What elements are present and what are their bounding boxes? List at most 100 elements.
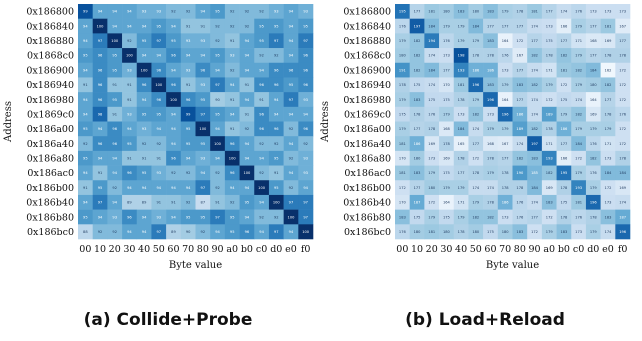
cell-value-label: 95 (259, 39, 264, 43)
cell-value-label: 183 (531, 157, 538, 161)
heatmap-cell (409, 4, 425, 19)
heatmap-cell (224, 18, 240, 34)
cell-value-label: 94 (156, 186, 161, 190)
cell-value-label: 183 (560, 230, 567, 234)
cell-value-label: 94 (215, 127, 220, 131)
cell-value-label: 172 (531, 230, 538, 234)
heatmap-cell (615, 77, 631, 93)
cell-value-label: 95 (201, 215, 206, 219)
y-tick-label: 0x1869c0 (344, 109, 391, 120)
heatmap-cell (239, 62, 255, 78)
cell-value-label: 97 (274, 230, 279, 234)
caption-load-reload: (b) Load+Reload (405, 310, 565, 330)
heatmap-cell (556, 194, 572, 210)
cell-value-label: 184 (619, 171, 627, 175)
cell-value-label: 193 (575, 186, 582, 190)
x-tick-label: 30 (440, 244, 452, 255)
heatmap-cell (395, 62, 410, 78)
heatmap-cell (92, 62, 108, 78)
cell-value-label: 96 (303, 127, 308, 131)
cell-value-label: 183 (487, 83, 494, 87)
heatmap-cell (585, 18, 601, 34)
x-tick-label: 80 (197, 244, 209, 255)
cell-value-label: 174 (472, 186, 480, 190)
heatmap-cell (468, 48, 484, 64)
heatmap-cell (136, 209, 152, 225)
heatmap-cell (527, 92, 543, 108)
cell-value-label: 92 (259, 142, 264, 146)
cell-value-label: 177 (546, 10, 553, 14)
cell-value-label: 174 (516, 142, 524, 146)
cell-value-label: 94 (303, 112, 308, 116)
heatmap-cell (283, 209, 299, 225)
cell-value-label: 95 (201, 98, 206, 102)
cell-value-label: 181 (458, 83, 465, 87)
cell-value-label: 172 (428, 201, 435, 205)
heatmap-cell (600, 121, 616, 137)
cell-value-label: 184 (531, 186, 539, 190)
cell-value-label: 96 (303, 68, 308, 72)
heatmap-cell (268, 33, 284, 49)
heatmap-cell (541, 194, 557, 210)
heatmap-cell (283, 165, 299, 181)
heatmap-cell (166, 136, 182, 152)
cell-value-label: 176 (575, 10, 583, 14)
heatmap-cell (254, 4, 270, 19)
heatmap-cell (600, 194, 616, 210)
cell-value-label: 92 (274, 54, 279, 58)
cell-value-label: 178 (516, 10, 524, 14)
heatmap-cell (497, 180, 513, 196)
cell-value-label: 172 (619, 127, 626, 131)
x-tick-label: 20 (109, 244, 121, 255)
heatmap-cell (107, 48, 123, 64)
cell-value-label: 94 (259, 201, 264, 205)
cell-value-label: 94 (245, 68, 250, 72)
heatmap-cell (180, 92, 196, 108)
cell-value-label: 94 (245, 98, 250, 102)
y-tick-label: 0x186bc0 (344, 227, 391, 238)
heatmap-cell (195, 121, 211, 137)
heatmap-cell (497, 136, 513, 152)
cell-value-label: 177 (619, 39, 626, 43)
cell-value-label: 183 (516, 83, 523, 87)
heatmap-cell (122, 165, 138, 181)
cell-value-label: 177 (414, 10, 421, 14)
heatmap-cell (224, 121, 240, 137)
heatmap-cell (512, 77, 528, 93)
cell-value-label: 93 (142, 127, 147, 131)
cell-value-label: 95 (142, 39, 147, 43)
heatmap-cell (180, 18, 196, 34)
cell-value-label: 91 (127, 157, 132, 161)
heatmap-cell (468, 106, 484, 122)
heatmap-cell (468, 209, 484, 225)
heatmap-cell (571, 48, 587, 64)
cell-value-label: 172 (619, 68, 626, 72)
cell-value-label: 197 (414, 24, 421, 28)
cell-value-label: 93 (303, 10, 308, 14)
cell-value-label: 174 (575, 98, 583, 102)
heatmap-cell (453, 180, 469, 196)
heatmap-cell (527, 106, 543, 122)
cell-value-label: 94 (83, 112, 88, 116)
heatmap-cell (283, 121, 299, 137)
cell-value-label: 89 (171, 230, 176, 234)
cell-value-label: 94 (289, 24, 294, 28)
cell-value-label: 94 (142, 54, 147, 58)
cell-value-label: 94 (259, 68, 264, 72)
heatmap-cell (424, 165, 440, 181)
heatmap-cell (556, 165, 572, 181)
cell-value-label: 96 (303, 83, 308, 87)
heatmap-cell (268, 62, 284, 78)
heatmap-cell (239, 209, 255, 225)
y-tick-label: 0x186840 (26, 21, 74, 32)
cell-value-label: 178 (546, 54, 554, 58)
cell-value-label: 180 (502, 230, 510, 234)
cell-value-label: 168 (590, 39, 598, 43)
cell-value-label: 100 (302, 230, 310, 234)
heatmap-cell (541, 4, 557, 19)
heatmap-cell (166, 165, 182, 181)
heatmap-cell (453, 77, 469, 93)
heatmap-cell (600, 33, 616, 49)
heatmap-cell (439, 121, 455, 137)
heatmap-cell (195, 209, 211, 225)
